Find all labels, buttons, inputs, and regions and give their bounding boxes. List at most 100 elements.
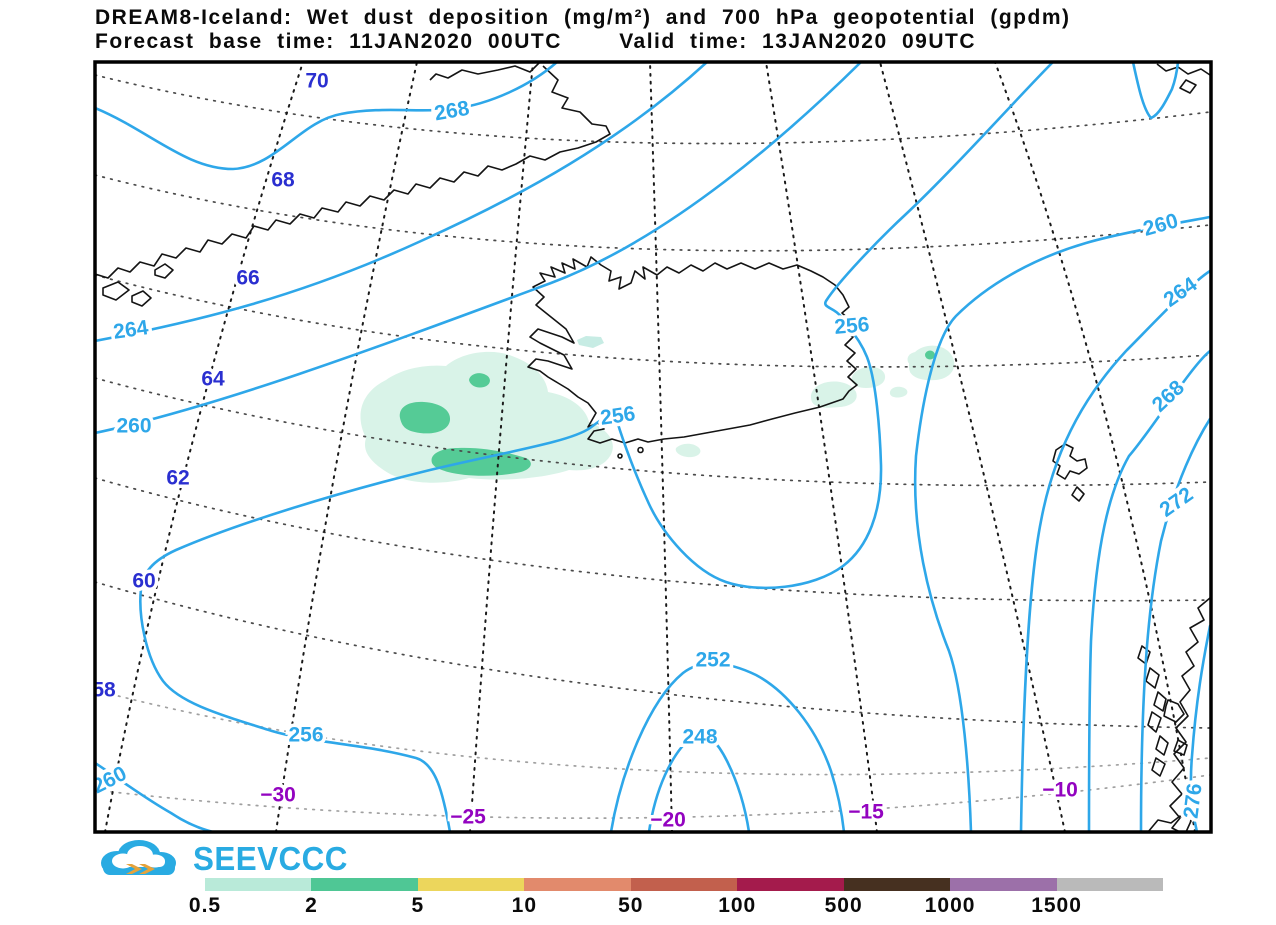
breidafjordur-patch (577, 336, 604, 348)
core-south (431, 447, 531, 476)
latitude-label: 70 68 66 64 62 60 58 (92, 66, 332, 705)
meridian-6 (994, 62, 1196, 832)
parallel-7 (95, 774, 1211, 819)
map-frame (93, 60, 1213, 834)
contour-252-5 (609, 662, 846, 832)
parallel-2 (95, 274, 1211, 368)
dust-deposition-areas (360, 336, 955, 483)
contour-268-9 (1087, 349, 1211, 832)
arrow-icon (126, 864, 142, 874)
longitude-label-0: −30 (260, 784, 296, 807)
latitude-label-3: 64 (201, 368, 225, 391)
east-patch-4 (908, 345, 955, 381)
coast-iceland (527, 256, 858, 444)
coast-svalbard-islet (1179, 79, 1197, 94)
longitude-label-4: −10 (1042, 779, 1078, 802)
chart-subtitle-times: Forecast base time: 11JAN2020 00UTC Vali… (95, 30, 976, 53)
coastlines (95, 62, 1211, 832)
coast-hebrides-3 (1153, 691, 1167, 712)
coast-greenland-main (95, 65, 611, 279)
latitude-label-0: 70 (305, 70, 328, 93)
coast-hebrides-2 (1145, 667, 1160, 689)
contour-label-9: 260 (1141, 209, 1181, 241)
parallel-6 (95, 689, 1211, 776)
contour-label-2: 260 (116, 415, 151, 438)
contour-label-13: 276 (1180, 782, 1207, 820)
contour-label-0: 268 (433, 97, 472, 126)
parallel-1 (95, 174, 1211, 252)
latitude-label-5: 60 (132, 570, 155, 593)
geopotential-contours (95, 62, 1211, 832)
contour-260-12 (95, 761, 215, 832)
coast-greenland-islet-2 (131, 290, 152, 307)
main-plume-light (360, 351, 613, 483)
latitude-label-1: 68 (271, 169, 295, 192)
contour-label-4: 256 (599, 402, 637, 430)
arrow-icon (139, 864, 155, 874)
parallel-0 (95, 74, 1211, 145)
east-patch-2 (851, 366, 886, 388)
contour-268-0 (95, 62, 559, 171)
longitude-label-2: −20 (650, 809, 686, 832)
contour-264-2 (95, 62, 709, 343)
meridian-0 (104, 62, 304, 832)
coast-greenland-islet-1 (102, 281, 130, 301)
contour-label-10: 264 (1160, 273, 1202, 312)
coast-hebrides-6 (1151, 757, 1166, 777)
contour-268-1 (1131, 62, 1180, 120)
south-patch-light (675, 443, 701, 458)
longitude-label-3: −15 (848, 801, 884, 824)
coast-skye-islet (1173, 739, 1188, 756)
longitude-label-1: −25 (450, 806, 486, 829)
contour-272-10 (1139, 417, 1211, 832)
contour-label-7: 248 (682, 726, 717, 749)
cloud-arrow-icon (101, 840, 176, 875)
graticule (95, 62, 1211, 832)
parallel-5 (95, 581, 1211, 729)
contour-248-6 (647, 732, 751, 832)
latitude-label-4: 62 (166, 467, 189, 490)
core-spot-north (469, 373, 490, 388)
contour-label-12: 272 (1156, 483, 1198, 522)
coast-faroe-islands (1052, 443, 1088, 480)
coast-svalbard-corner (1156, 63, 1211, 76)
coast-greenland-top-edge (429, 62, 541, 81)
map-content: 2682642602562562562522482602602642682722… (92, 62, 1211, 832)
contour-label-6: 252 (695, 649, 730, 672)
east-dark-dot (925, 350, 935, 360)
east-patch-5 (889, 386, 908, 398)
coast-scotland-mainland (1169, 597, 1211, 832)
coast-vestmannaeyjar (617, 446, 644, 459)
coast-scotland-south-piece (1147, 815, 1192, 832)
chart-title: DREAM8-Iceland: Wet dust deposition (mg/… (95, 6, 1071, 29)
contour-label-5: 256 (288, 724, 323, 747)
longitude-label: −30 −25 −20 −15 −10 (257, 775, 1082, 832)
meridian-1 (275, 62, 418, 832)
meridian-4 (765, 62, 878, 832)
contour-label-1: 264 (112, 316, 150, 344)
contour-260-3 (95, 62, 863, 435)
contour-276-11 (1189, 624, 1211, 832)
coast-greenland-islet-3 (154, 263, 174, 279)
latitude-label-6: 58 (92, 679, 116, 702)
coast-hebrides-4 (1147, 711, 1162, 733)
contour-256-4 (139, 62, 1055, 832)
contour-260-7 (913, 215, 1211, 832)
core-west (399, 401, 451, 434)
seevccc-logo: SEEVCCC (93, 836, 356, 882)
parallel-3 (95, 377, 1211, 487)
coast-hebrides-1 (1137, 645, 1151, 665)
contour-label-3: 256 (833, 313, 870, 339)
coast-hebrides-5 (1155, 735, 1169, 756)
meridian-3 (649, 62, 673, 832)
east-patch-1 (810, 381, 857, 408)
logo-text: SEEVCCC (193, 840, 348, 877)
coast-skye-island (1163, 699, 1185, 723)
contour-264-8 (1019, 269, 1211, 832)
coast-faroe-islet (1071, 486, 1085, 502)
latitude-label-2: 66 (236, 267, 259, 290)
parallel-4 (95, 477, 1211, 602)
meridian-5 (879, 62, 1066, 832)
